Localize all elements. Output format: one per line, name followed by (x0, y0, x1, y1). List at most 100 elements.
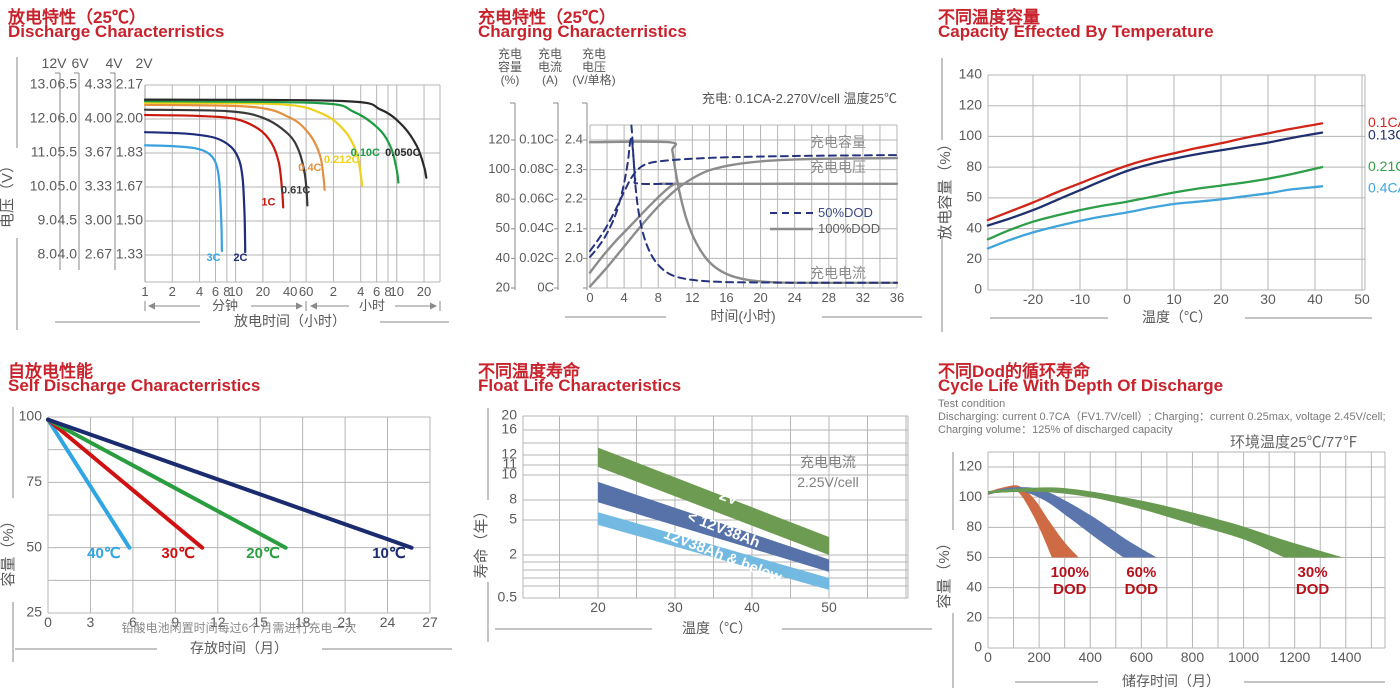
scale-header: 6V (71, 55, 89, 71)
selfdis-title-en: Self Discharge Characterristics (8, 376, 261, 395)
tick-label: 50 (966, 548, 982, 564)
tick-label: 120 (959, 458, 983, 474)
tick-label: 1 (141, 284, 148, 299)
tick-label: 18 (295, 614, 311, 630)
tick-label: 24 (787, 290, 801, 305)
0.4C-curve (143, 103, 326, 191)
tick-label: 2.2 (565, 191, 583, 206)
tick-label: 0 (974, 281, 982, 297)
curve-label: 充电电流 (810, 265, 866, 281)
tick-label: 20 (417, 284, 431, 299)
tick-label: 15 (252, 614, 268, 630)
voltage-tick: 1.33 (116, 246, 143, 262)
floatlife-title-en: Float Life Characteristics (478, 376, 682, 395)
tick-label: 0C (537, 279, 554, 294)
voltage-tick: 3.67 (85, 144, 112, 160)
0.10C-curve (143, 100, 400, 184)
2V-band (598, 447, 829, 555)
captemp-title-en: Capacity Effected By Temperature (938, 22, 1214, 41)
arrow-right-icon (430, 302, 437, 310)
voltage-tick: 2.17 (116, 76, 143, 92)
tick-label: 1400 (1330, 649, 1361, 665)
tick-label: 2.4 (565, 131, 583, 146)
floatlife-title-zh: 不同温度寿命 (478, 362, 580, 381)
discharge-title-zh: 放电特性（25℃） (8, 8, 146, 27)
discharge-characteristics-chart: 放电特性（25℃） Discharge Characterristics 12V… (0, 0, 470, 350)
x-axis-label: 放电时间（小时） (234, 313, 346, 329)
tick-label: 6 (373, 284, 380, 299)
40℃-label: 40℃ (87, 545, 121, 562)
tick-label: 120 (488, 131, 510, 146)
tick-label: 40 (966, 578, 982, 594)
capacity-50dod-curve (589, 154, 898, 252)
0.212C-curve (143, 101, 364, 187)
tick-label: 400 (1079, 649, 1103, 665)
voltage-tick: 1.50 (116, 212, 143, 228)
charging-plot: 充电容量(%)充电电流(A)充电电压(V/单格)120100805040200.… (488, 46, 922, 324)
tick-label: 3 (87, 614, 95, 630)
tick-label: 100 (959, 488, 983, 504)
2V-band-label: 2V (717, 487, 740, 509)
axis-header: (A) (542, 73, 558, 87)
3C-label: 3C (206, 252, 220, 264)
tick-label: 20 (753, 290, 767, 305)
legend-100dod: 100%DOD (818, 221, 880, 236)
ambient-temperature: 环境温度25℃/77℉ (1230, 433, 1358, 451)
tick-label: 4 (620, 290, 627, 305)
charge-annotation: 充电电流 (800, 454, 856, 470)
recharge-note: 铅酸电池闲置时间每过6个月需进行充电一次 (122, 620, 357, 635)
axis-header: 充电 (498, 46, 522, 61)
2C-curve (143, 131, 247, 254)
cycle-life-chart: 不同Dod的循环寿命 Cycle Life With Depth Of Disc… (930, 350, 1400, 700)
tick-label: 9 (171, 614, 179, 630)
tick-label: 2.1 (565, 220, 583, 235)
tick-label: 21 (337, 614, 353, 630)
tick-label: 10 (1166, 291, 1182, 307)
voltage-tick: 5.5 (58, 144, 78, 160)
y-axis-label: 放电容量（%） (937, 136, 954, 239)
voltage-tick: 10.0 (30, 178, 57, 194)
charging-title-zh: 充电特性（25℃） (478, 8, 616, 27)
tick-label: 0.02C (519, 250, 554, 265)
tick-label: 2 (509, 546, 517, 562)
tick-label: 1200 (1279, 649, 1310, 665)
2C-label: 2C (233, 252, 247, 264)
x-unit-hours: 小时 (359, 298, 385, 313)
axis-header: 容量 (498, 59, 522, 74)
tick-label: 0 (44, 614, 52, 630)
tick-label: 4 (196, 284, 203, 299)
20℃-curve (46, 417, 288, 550)
x-axis-label: 存放时间（月） (190, 640, 288, 656)
float-life-chart: 不同温度寿命 Float Life Characteristics 20 16 12… (470, 350, 940, 700)
x-axis-label: 时间(小时) (710, 308, 775, 324)
voltage-tick: 4.33 (85, 76, 112, 92)
100% DOD-label: 100% (1051, 564, 1089, 581)
30% DOD-band (988, 487, 1344, 558)
capacity-temperature-chart: 不同温度容量 Capacity Effected By Temperature … (930, 0, 1400, 350)
tick-label: 11 (502, 456, 517, 472)
tick-label: 100 (959, 127, 983, 143)
20℃-label: 20℃ (246, 545, 280, 562)
voltage-tick: 2.67 (85, 246, 112, 262)
0.050C-curve (143, 98, 428, 179)
< 12V38Ah-band (598, 481, 829, 572)
1C-curve (143, 113, 285, 209)
y-axis-label: 容量（%） (0, 513, 17, 586)
voltage-tick: 4.0 (58, 246, 78, 262)
tick-label: 20 (966, 250, 982, 266)
0.050C-label: 0.050C (385, 147, 421, 159)
tick-label: 32 (856, 290, 870, 305)
voltage-tick: 9.0 (38, 212, 58, 228)
0.21CA-curve (986, 165, 1324, 241)
tick-label: 28 (822, 290, 836, 305)
voltage-tick: 8.0 (38, 246, 58, 262)
tick-label: 0.04C (519, 220, 554, 235)
tick-label: 40 (283, 284, 297, 299)
scale-header: 2V (135, 55, 153, 71)
0.61C-label: 0.61C (281, 184, 310, 196)
voltage-tick: 11.0 (31, 144, 57, 160)
tick-label: 8 (223, 284, 230, 299)
tick-label: 36 (890, 290, 904, 305)
charge-condition: 充电: 0.1CA-2.270V/cell 温度25℃ (702, 91, 897, 106)
arrow-left-icon (148, 302, 155, 310)
